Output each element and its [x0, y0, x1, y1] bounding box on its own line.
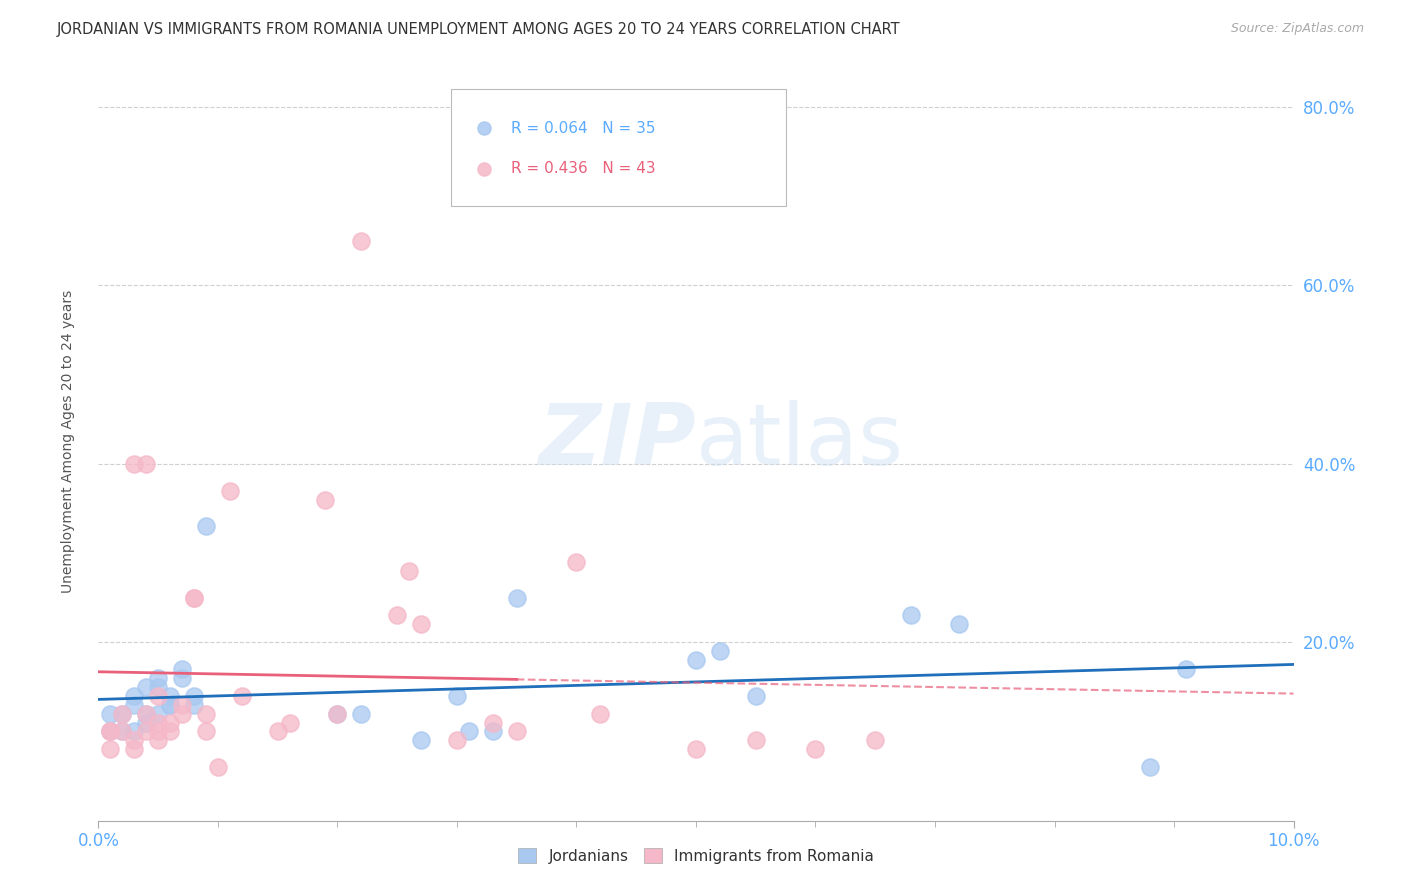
FancyBboxPatch shape — [451, 89, 786, 207]
Point — [111, 706, 134, 721]
Point — [111, 724, 134, 739]
Text: R = 0.064   N = 35: R = 0.064 N = 35 — [510, 121, 655, 136]
Point — [135, 680, 157, 694]
Point — [411, 733, 433, 747]
Y-axis label: Unemployment Among Ages 20 to 24 years: Unemployment Among Ages 20 to 24 years — [60, 290, 75, 593]
Point — [326, 706, 349, 721]
Point — [148, 680, 170, 694]
Point — [148, 733, 170, 747]
Point — [159, 698, 181, 712]
Point — [159, 698, 181, 712]
Text: JORDANIAN VS IMMIGRANTS FROM ROMANIA UNEMPLOYMENT AMONG AGES 20 TO 24 YEARS CORR: JORDANIAN VS IMMIGRANTS FROM ROMANIA UNE… — [56, 22, 900, 37]
Point — [98, 742, 122, 756]
Point — [315, 492, 337, 507]
Point — [111, 724, 134, 739]
Point — [948, 617, 970, 632]
Point — [195, 519, 218, 533]
Point — [159, 689, 181, 703]
Point — [398, 564, 420, 578]
Point — [589, 706, 612, 721]
Point — [195, 724, 218, 739]
Point — [350, 234, 373, 248]
Point — [446, 733, 468, 747]
Point — [183, 591, 205, 605]
Point — [745, 733, 768, 747]
Point — [159, 724, 181, 739]
Point — [745, 689, 768, 703]
Point — [446, 689, 468, 703]
Point — [385, 608, 409, 623]
Point — [159, 715, 181, 730]
Point — [458, 724, 481, 739]
Point — [135, 706, 157, 721]
Point — [124, 724, 146, 739]
Point — [506, 591, 529, 605]
Point — [565, 555, 588, 569]
Point — [267, 724, 290, 739]
Point — [195, 706, 218, 721]
Point — [350, 706, 373, 721]
Point — [98, 724, 122, 739]
Point — [148, 706, 170, 721]
Point — [183, 698, 205, 712]
Point — [135, 457, 157, 471]
Text: ZIP: ZIP — [538, 400, 696, 483]
Point — [231, 689, 253, 703]
Point — [148, 715, 170, 730]
Point — [172, 671, 194, 685]
Point — [172, 706, 194, 721]
Point — [709, 644, 731, 658]
Point — [804, 742, 827, 756]
Point — [183, 689, 205, 703]
Text: R = 0.436   N = 43: R = 0.436 N = 43 — [510, 161, 655, 176]
Point — [148, 689, 170, 703]
Point — [111, 706, 134, 721]
Point — [1175, 662, 1198, 676]
Point — [207, 760, 229, 774]
Point — [411, 617, 433, 632]
Point — [135, 715, 157, 730]
Point — [685, 653, 707, 667]
Point — [219, 483, 242, 498]
Point — [124, 742, 146, 756]
Legend: Jordanians, Immigrants from Romania: Jordanians, Immigrants from Romania — [512, 842, 880, 870]
Point — [172, 662, 194, 676]
Point — [124, 689, 146, 703]
Text: atlas: atlas — [696, 400, 904, 483]
Point — [1139, 760, 1161, 774]
Point — [183, 591, 205, 605]
Point — [148, 671, 170, 685]
Point — [172, 698, 194, 712]
Point — [482, 715, 505, 730]
Point — [98, 724, 122, 739]
Point — [98, 706, 122, 721]
Point — [124, 698, 146, 712]
Point — [98, 724, 122, 739]
Point — [148, 724, 170, 739]
Point — [135, 724, 157, 739]
Point — [124, 457, 146, 471]
Point — [326, 706, 349, 721]
Point — [124, 733, 146, 747]
Point — [135, 706, 157, 721]
Point — [278, 715, 301, 730]
Point — [685, 742, 707, 756]
Point — [506, 724, 529, 739]
Point — [865, 733, 887, 747]
Point — [900, 608, 922, 623]
Point — [482, 724, 505, 739]
Text: Source: ZipAtlas.com: Source: ZipAtlas.com — [1230, 22, 1364, 36]
